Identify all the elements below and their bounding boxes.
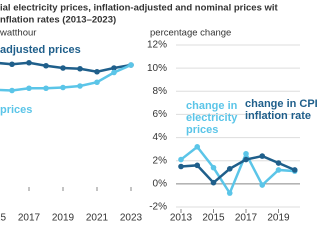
x-tick-label: 2017 — [18, 213, 41, 224]
x-tick-label: 2019 — [267, 213, 290, 224]
point — [194, 162, 201, 169]
page: ial electricity prices, inflation-adjust… — [0, 2, 318, 224]
x-tick-label: 2023 — [120, 213, 143, 224]
point — [26, 85, 32, 92]
point — [9, 87, 15, 94]
point — [226, 190, 233, 196]
y-tick-label: -2% — [149, 202, 167, 213]
point — [128, 62, 134, 68]
y-tick-label: 4% — [153, 132, 168, 143]
y-tick-label: 10% — [147, 63, 167, 74]
point — [226, 166, 233, 172]
series-line — [0, 61, 132, 74]
series-line — [180, 154, 296, 185]
chart-subtitle: nflation rates (2013–2023) — [0, 15, 116, 26]
point — [243, 156, 249, 163]
y-tick-label: 12% — [147, 40, 167, 51]
y-tick-label: 0% — [153, 178, 168, 189]
point — [243, 150, 249, 157]
point — [9, 61, 15, 68]
x-tick-label: 2021 — [86, 213, 109, 224]
point — [210, 164, 217, 171]
point — [60, 84, 66, 91]
chart: ial electricity prices, inflation-adjust… — [0, 3, 300, 224]
point — [178, 163, 184, 170]
y-tick-label: 6% — [153, 109, 168, 120]
series-label: adjusted prices — [0, 44, 81, 56]
point — [275, 167, 282, 173]
point — [77, 65, 83, 72]
point — [43, 62, 49, 69]
series-label: change in CPI inflation rate — [245, 98, 318, 122]
point — [259, 153, 266, 159]
point — [77, 83, 83, 89]
y-axis-label: watthour — [0, 28, 36, 39]
x-tick-label: 2019 — [52, 213, 75, 224]
point — [194, 144, 201, 150]
y-tick-label: 2% — [153, 155, 168, 166]
chart-title: ial electricity prices, inflation-adjust… — [0, 3, 279, 14]
point — [43, 85, 49, 92]
y-axis-label: percentage change — [150, 28, 231, 39]
y-tick-label: 8% — [153, 86, 168, 97]
point — [60, 65, 66, 71]
point — [94, 79, 100, 86]
x-tick-label: 2015 — [0, 213, 7, 224]
point — [210, 179, 217, 186]
series-line — [180, 145, 295, 196]
point — [259, 182, 266, 188]
point — [111, 69, 117, 76]
point — [178, 156, 184, 163]
point — [26, 59, 32, 66]
point — [291, 167, 298, 173]
series-label: prices — [0, 104, 33, 116]
x-tick-label: 2013 — [170, 213, 193, 224]
x-tick-label: 2015 — [202, 213, 225, 224]
point — [94, 68, 100, 75]
point — [275, 160, 282, 166]
point — [111, 65, 117, 71]
x-tick-label: 2017 — [235, 213, 258, 224]
series-label: change in electricity prices — [186, 100, 238, 136]
